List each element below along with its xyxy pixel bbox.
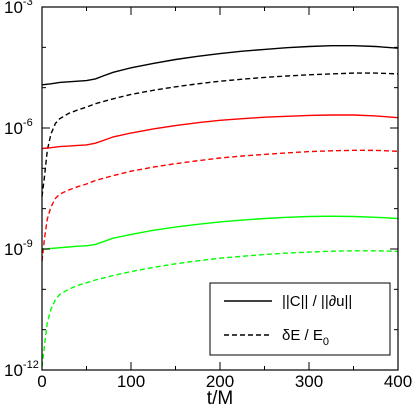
series-red-solid: [41, 114, 399, 150]
ticks: [41, 6, 399, 371]
y-tick-label: 10-6: [4, 117, 33, 138]
legend-label: ||C|| / ||∂u||: [282, 293, 352, 310]
series-black-dashed: [41, 72, 399, 197]
x-tick-label: 0: [37, 372, 46, 391]
legend-box: [209, 282, 391, 356]
y-tick-label: 10-3: [4, 0, 33, 17]
series-green-dashed: [41, 250, 399, 367]
x-tick-label: 100: [117, 372, 145, 391]
x-tick-label: 200: [206, 372, 234, 391]
series-red-dashed: [41, 149, 399, 262]
y-tick-label: 10-12: [4, 359, 39, 380]
series-green-solid: [41, 215, 399, 251]
x-tick-label: 300: [295, 372, 323, 391]
y-tick-label: 10-9: [4, 238, 33, 259]
plot-lines: [41, 45, 399, 367]
x-tick-label: 400: [384, 372, 412, 391]
x-axis-title: t/M: [207, 388, 233, 409]
tick-labels: 0 100 200 300 400 10-12 10-9 10-6 10-3: [4, 0, 412, 391]
legend-label: δE / E0: [282, 327, 329, 348]
legend: ||C|| / ||∂u|| δE / E0: [209, 282, 391, 356]
series-black-solid: [41, 45, 399, 86]
